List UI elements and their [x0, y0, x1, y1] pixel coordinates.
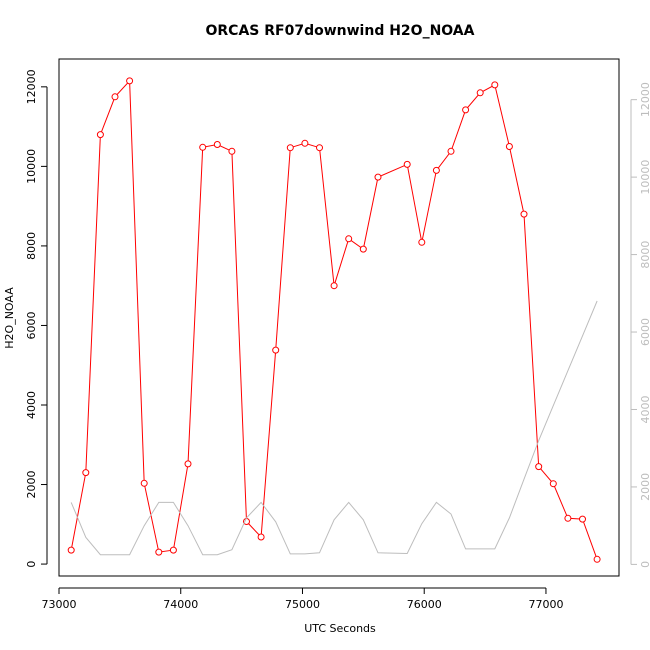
y-tick-label: 6000 — [25, 311, 38, 339]
y-tick-label: 8000 — [25, 232, 38, 260]
series-layer — [67, 77, 601, 563]
data-point — [564, 514, 572, 522]
data-point — [199, 143, 207, 151]
data-point — [257, 533, 265, 541]
y2-tick-label: 4000 — [639, 395, 650, 423]
data-point — [432, 166, 440, 174]
x-tick-label: 75000 — [285, 598, 320, 611]
data-point — [579, 515, 586, 523]
data-point — [462, 106, 470, 114]
data-point — [96, 131, 104, 139]
x-tick-label: 77000 — [528, 598, 563, 611]
data-point — [403, 160, 411, 168]
data-point — [228, 147, 236, 155]
series-line — [70, 79, 598, 560]
y2-tick-label: 2000 — [639, 473, 650, 501]
y2-tick-label: 0 — [639, 561, 650, 568]
y2-tick-label: 6000 — [639, 318, 650, 346]
y-axis-label: H2O_NOAA — [3, 287, 16, 349]
data-point — [374, 173, 382, 181]
data-point — [126, 77, 134, 85]
data-point — [476, 89, 484, 97]
data-point — [184, 460, 192, 468]
plot-frame — [58, 58, 620, 577]
y2-tick-label: 8000 — [639, 241, 650, 269]
data-point — [155, 548, 163, 556]
data-point — [67, 546, 75, 554]
data-point — [140, 479, 148, 487]
x-tick-label: 73000 — [42, 598, 77, 611]
data-point — [213, 141, 221, 148]
data-point — [535, 463, 543, 471]
x-axis: 73000 74000 75000 76000 77000 — [42, 587, 563, 611]
series-line — [70, 300, 598, 556]
y-axis-left: 0 2000 4000 6000 8000 10000 12000 — [25, 69, 48, 568]
data-point — [593, 555, 601, 563]
x-axis-label: UTC Seconds — [304, 622, 376, 635]
data-point — [330, 282, 338, 290]
y-tick-label: 12000 — [25, 69, 38, 104]
data-point — [272, 346, 280, 354]
data-point — [447, 147, 455, 155]
y-tick-label: 2000 — [25, 471, 38, 499]
chart-title: ORCAS RF07downwind H2O_NOAA — [206, 23, 475, 39]
series-2 — [70, 300, 598, 556]
y2-tick-label: 12000 — [639, 82, 650, 117]
y-tick-label: 4000 — [25, 391, 38, 419]
series-1 — [67, 77, 601, 563]
y-tick-label: 0 — [25, 561, 38, 568]
data-point — [345, 235, 353, 243]
data-point — [505, 143, 513, 150]
data-point — [491, 81, 499, 89]
data-point — [286, 144, 294, 152]
data-point — [301, 139, 309, 147]
y-axis-right: 0 2000 4000 6000 8000 10000 12000 — [630, 82, 650, 568]
x-tick-label: 76000 — [407, 598, 442, 611]
x-tick-label: 74000 — [163, 598, 198, 611]
data-point — [111, 93, 119, 101]
data-point — [520, 210, 528, 218]
data-point — [82, 469, 90, 477]
y-tick-label: 10000 — [25, 149, 38, 184]
data-point — [359, 245, 367, 253]
data-point — [549, 480, 557, 488]
data-point — [169, 546, 177, 554]
y2-tick-label: 10000 — [639, 160, 650, 195]
data-point — [418, 238, 426, 246]
data-point — [316, 144, 323, 152]
